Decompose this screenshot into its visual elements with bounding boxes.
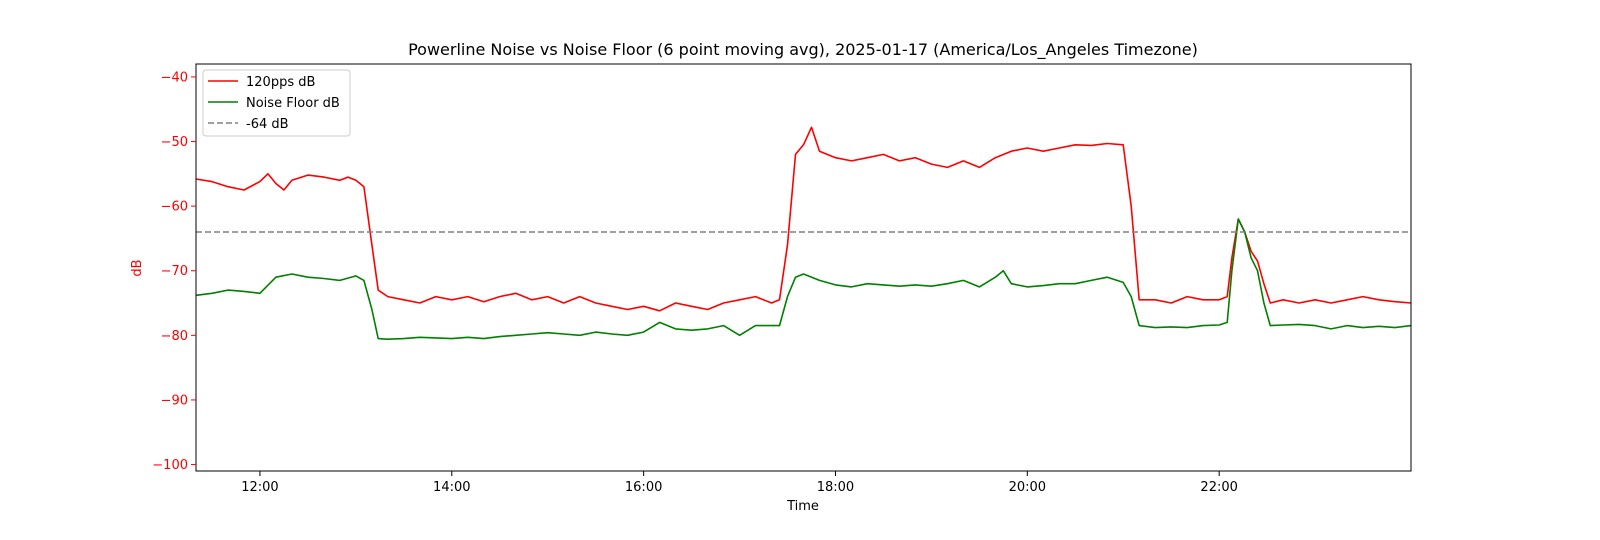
y-tick-label: −60	[161, 200, 188, 215]
x-tick-label: 12:00	[241, 480, 278, 495]
y-tick-label: −40	[161, 70, 188, 85]
y-tick-label: −70	[161, 264, 188, 279]
x-axis: 12:00 14:00 16:00 18:00 20:00 22:00	[241, 471, 1238, 495]
plot-area	[195, 126, 1412, 341]
x-tick-label: 22:00	[1200, 480, 1237, 495]
x-tick-label: 16:00	[625, 480, 662, 495]
legend-label-0: 120pps dB	[246, 75, 315, 90]
series-line-1	[195, 218, 1412, 341]
legend-label-2: -64 dB	[246, 117, 289, 132]
x-tick-label: 20:00	[1009, 480, 1046, 495]
x-tick-label: 18:00	[817, 480, 854, 495]
legend-label-1: Noise Floor dB	[246, 96, 340, 111]
y-axis-label: dB	[130, 259, 145, 276]
y-tick-label: −80	[161, 329, 188, 344]
x-tick-label: 14:00	[433, 480, 470, 495]
legend: 120pps dB Noise Floor dB -64 dB	[202, 69, 351, 137]
x-axis-label: Time	[786, 499, 819, 514]
series-line-0	[195, 126, 1412, 312]
y-tick-label: −100	[152, 458, 188, 473]
legend-box	[202, 69, 351, 137]
y-axis: −100 −90 −80 −70 −60 −50 −40	[152, 70, 196, 473]
plot-frame	[195, 63, 1412, 472]
chart-title: Powerline Noise vs Noise Floor (6 point …	[408, 40, 1198, 60]
y-tick-label: −50	[161, 135, 188, 150]
y-tick-label: −90	[161, 393, 188, 408]
